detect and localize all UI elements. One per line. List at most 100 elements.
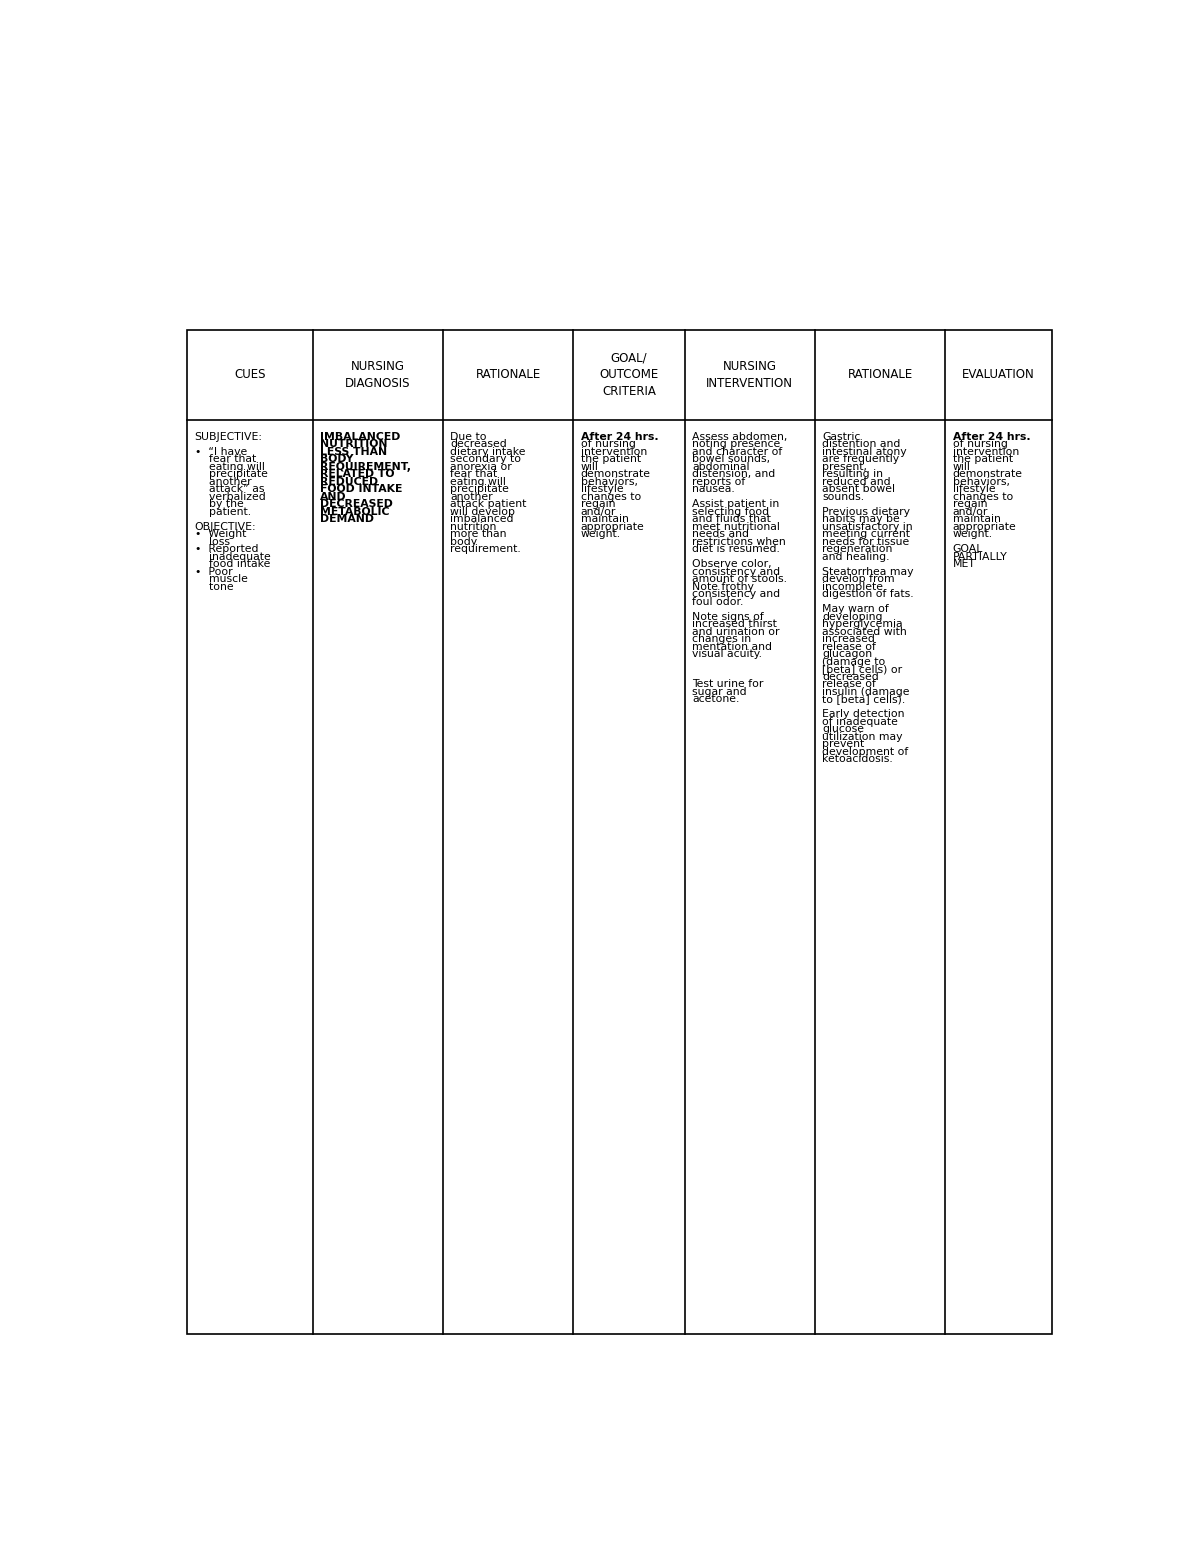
Text: visual acuity.: visual acuity.: [692, 649, 762, 658]
Text: Steatorrhea may: Steatorrhea may: [822, 567, 914, 576]
Text: amount of stools.: amount of stools.: [692, 575, 787, 584]
Text: distension, and: distension, and: [692, 469, 775, 478]
Text: intervention: intervention: [581, 447, 647, 457]
Text: behaviors,: behaviors,: [953, 477, 1009, 486]
Text: NURSING
INTERVENTION: NURSING INTERVENTION: [707, 360, 793, 390]
Text: patient.: patient.: [194, 506, 251, 517]
Text: and fluids that: and fluids that: [692, 514, 772, 523]
Text: reduced and: reduced and: [822, 477, 892, 486]
Text: developing: developing: [822, 612, 883, 621]
Text: regeneration: regeneration: [822, 544, 893, 554]
Text: hyperglycemia: hyperglycemia: [822, 620, 904, 629]
Text: glucose: glucose: [822, 724, 864, 735]
Text: and character of: and character of: [692, 447, 782, 457]
Text: Gastric: Gastric: [822, 432, 860, 441]
Text: verbalized: verbalized: [194, 492, 265, 502]
Text: attack” as: attack” as: [194, 485, 264, 494]
Text: prevent: prevent: [822, 739, 865, 749]
Text: the patient: the patient: [581, 453, 641, 464]
Text: [beta] cells) or: [beta] cells) or: [822, 665, 902, 674]
Text: NURSING
DIAGNOSIS: NURSING DIAGNOSIS: [346, 360, 410, 390]
Text: lifestyle: lifestyle: [953, 485, 995, 494]
Text: of inadequate: of inadequate: [822, 717, 899, 727]
Text: eating will: eating will: [194, 461, 264, 472]
Text: regain: regain: [953, 499, 988, 509]
Text: development of: development of: [822, 747, 908, 756]
Text: increased thirst: increased thirst: [692, 620, 778, 629]
Text: associated with: associated with: [822, 627, 907, 637]
Text: DEMAND: DEMAND: [320, 514, 374, 523]
Text: unsatisfactory in: unsatisfactory in: [822, 522, 913, 531]
Text: habits may be: habits may be: [822, 514, 900, 523]
Text: RATIONALE: RATIONALE: [475, 368, 541, 380]
Text: the patient: the patient: [953, 453, 1013, 464]
Text: changes to: changes to: [581, 492, 641, 502]
Text: increased: increased: [822, 634, 875, 644]
Text: PARTIALLY: PARTIALLY: [953, 551, 1007, 562]
Text: Note signs of: Note signs of: [692, 612, 764, 621]
Text: noting presence: noting presence: [692, 439, 780, 449]
Text: REQUIREMENT,: REQUIREMENT,: [320, 461, 412, 472]
Text: CUES: CUES: [234, 368, 265, 380]
Text: selecting food: selecting food: [692, 506, 769, 517]
Text: GOAL: GOAL: [953, 544, 983, 554]
Text: dietary intake: dietary intake: [450, 447, 526, 457]
Text: appropriate: appropriate: [953, 522, 1016, 531]
Text: develop from: develop from: [822, 575, 895, 584]
Text: •  Poor: • Poor: [194, 567, 233, 576]
Text: by the: by the: [194, 499, 244, 509]
Text: AND: AND: [320, 492, 347, 502]
Text: Test urine for: Test urine for: [692, 679, 763, 690]
Text: of nursing: of nursing: [953, 439, 1008, 449]
Bar: [187, 329, 1052, 1334]
Text: weight.: weight.: [953, 530, 992, 539]
Text: BODY: BODY: [320, 453, 354, 464]
Text: and/or: and/or: [953, 506, 988, 517]
Text: demonstrate: demonstrate: [581, 469, 650, 478]
Text: bowel sounds,: bowel sounds,: [692, 453, 770, 464]
Text: DECREASED: DECREASED: [320, 499, 394, 509]
Text: abdominal: abdominal: [692, 461, 750, 472]
Text: another: another: [450, 492, 493, 502]
Text: sugar and: sugar and: [692, 686, 746, 697]
Text: NUTRITION: NUTRITION: [320, 439, 388, 449]
Text: requirement.: requirement.: [450, 544, 521, 554]
Text: food intake: food intake: [194, 559, 270, 568]
Text: •  “I have: • “I have: [194, 447, 247, 457]
Text: IMBALANCED: IMBALANCED: [320, 432, 401, 441]
Text: FOOD INTAKE: FOOD INTAKE: [320, 485, 402, 494]
Text: lifestyle: lifestyle: [581, 485, 623, 494]
Text: changes in: changes in: [692, 634, 751, 644]
Text: restrictions when: restrictions when: [692, 537, 786, 547]
Text: loss: loss: [194, 537, 229, 547]
Text: Observe color,: Observe color,: [692, 559, 772, 568]
Text: maintain: maintain: [953, 514, 1001, 523]
Text: •  Weight: • Weight: [194, 530, 246, 539]
Text: body: body: [450, 537, 478, 547]
Text: foul odor.: foul odor.: [692, 596, 744, 607]
Text: After 24 hrs.: After 24 hrs.: [953, 432, 1031, 441]
Text: May warn of: May warn of: [822, 604, 889, 613]
Text: MET: MET: [953, 559, 976, 568]
Text: needs for tissue: needs for tissue: [822, 537, 910, 547]
Text: Previous dietary: Previous dietary: [822, 506, 911, 517]
Text: fear that: fear that: [194, 453, 256, 464]
Text: digestion of fats.: digestion of fats.: [822, 589, 914, 599]
Text: tone: tone: [194, 582, 233, 592]
Text: insulin (damage: insulin (damage: [822, 686, 910, 697]
Text: REDUCED: REDUCED: [320, 477, 378, 486]
Text: decreased: decreased: [450, 439, 508, 449]
Text: meet nutritional: meet nutritional: [692, 522, 780, 531]
Text: (damage to: (damage to: [822, 657, 886, 666]
Text: release of: release of: [822, 641, 876, 652]
Text: present,: present,: [822, 461, 868, 472]
Text: intervention: intervention: [953, 447, 1019, 457]
Text: will: will: [953, 461, 971, 472]
Text: are frequently: are frequently: [822, 453, 900, 464]
Text: attack patient: attack patient: [450, 499, 527, 509]
Text: and urination or: and urination or: [692, 627, 780, 637]
Text: •  Reported: • Reported: [194, 544, 258, 554]
Text: precipitate: precipitate: [450, 485, 509, 494]
Text: METABOLIC: METABOLIC: [320, 506, 390, 517]
Text: inadequate: inadequate: [194, 551, 270, 562]
